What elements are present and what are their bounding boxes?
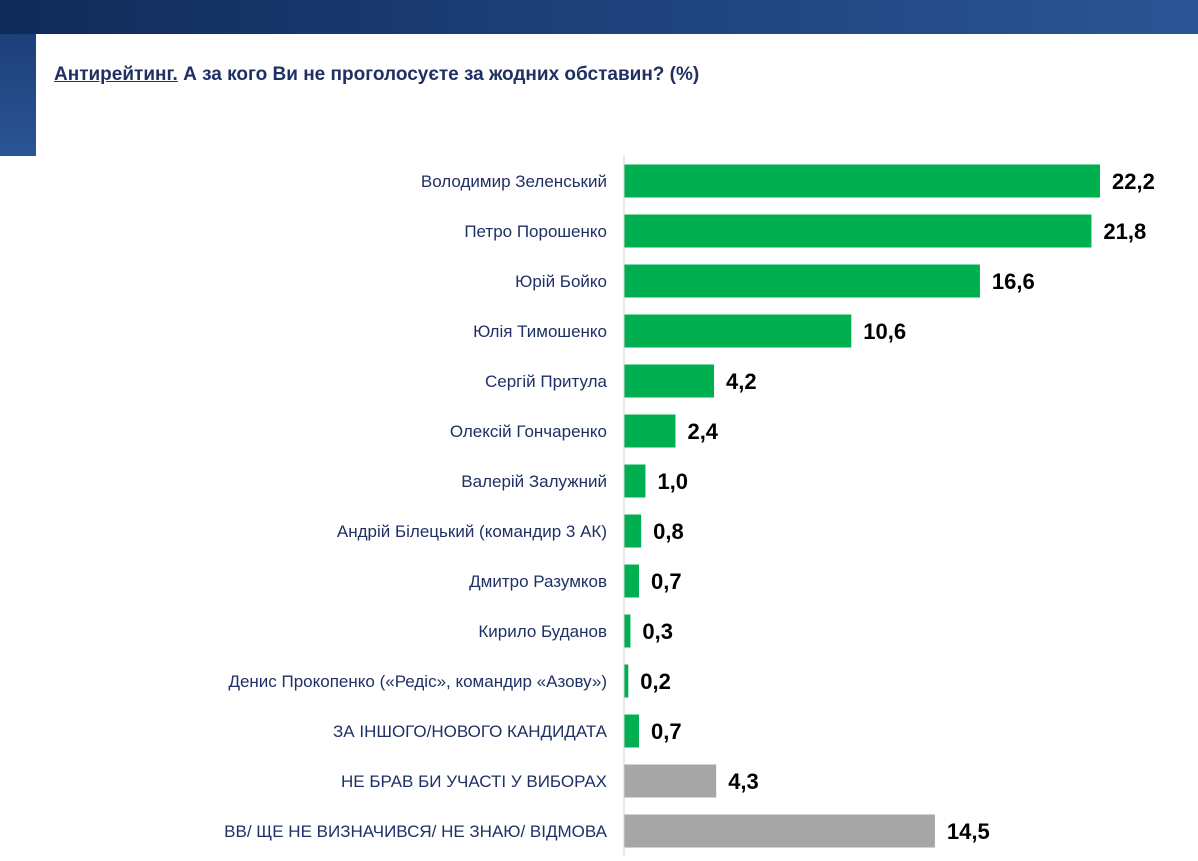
value-label: 4,2 — [726, 369, 757, 394]
value-label: 10,6 — [863, 319, 906, 344]
bar — [624, 464, 646, 498]
bar — [624, 714, 640, 748]
category-label: Петро Порошенко — [464, 222, 607, 241]
value-label: 14,5 — [947, 819, 990, 844]
bar — [624, 164, 1100, 198]
value-label: 0,2 — [640, 669, 671, 694]
bars: Володимир Зеленський 22,2 Петро Порошенко 2… — [224, 164, 1155, 848]
bar — [624, 364, 715, 398]
bar — [624, 314, 852, 348]
category-label: Денис Прокопенко («Редіс», командир «Азо… — [228, 672, 607, 691]
value-label: 2,4 — [687, 419, 718, 444]
category-label: Кирило Буданов — [478, 622, 607, 641]
value-label: 0,7 — [651, 719, 682, 744]
category-label: Андрій Білецький (командир 3 АК) — [337, 522, 607, 541]
category-label: ЗА ІНШОГО/НОВОГО КАНДИДАТА — [333, 722, 608, 741]
value-label: 0,8 — [653, 519, 684, 544]
bar — [624, 564, 640, 598]
category-label: НЕ БРАВ БИ УЧАСТІ У ВИБОРАХ — [341, 772, 607, 791]
category-label: Сергій Притула — [485, 372, 608, 391]
bar — [624, 614, 631, 648]
value-label: 0,3 — [642, 619, 673, 644]
bar — [624, 414, 676, 448]
value-label: 16,6 — [992, 269, 1035, 294]
side-band — [0, 34, 36, 156]
value-label: 1,0 — [657, 469, 688, 494]
bar — [624, 814, 935, 848]
category-label: ВВ/ ЩЕ НЕ ВИЗНАЧИВСЯ/ НЕ ЗНАЮ/ ВІДМОВА — [224, 822, 607, 841]
bar — [624, 214, 1092, 248]
header-band — [0, 0, 1198, 34]
chart-title: Антирейтинг. А за кого Ви не проголосуєт… — [54, 64, 1154, 86]
value-label: 21,8 — [1103, 219, 1146, 244]
category-label: Юрій Бойко — [515, 272, 607, 291]
category-label: Юлія Тимошенко — [473, 322, 607, 341]
title-key: Антирейтинг. — [54, 64, 178, 85]
category-label: Дмитро Разумков — [469, 572, 607, 591]
bar — [624, 764, 717, 798]
bar — [624, 664, 629, 698]
bar — [624, 264, 980, 298]
bar — [624, 514, 642, 548]
value-label: 0,7 — [651, 569, 682, 594]
category-label: Олексій Гончаренко — [450, 422, 607, 441]
category-label: Валерій Залужний — [461, 472, 607, 491]
title-question: А за кого Ви не проголосуєте за жодних о… — [183, 64, 700, 85]
value-label: 4,3 — [728, 769, 759, 794]
value-label: 22,2 — [1112, 169, 1155, 194]
category-label: Володимир Зеленський — [421, 172, 607, 191]
